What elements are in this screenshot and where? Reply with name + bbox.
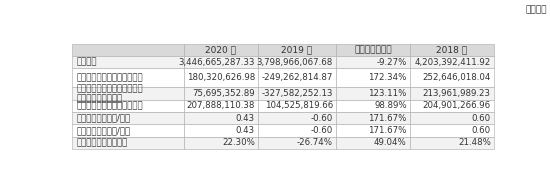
- Bar: [184, 68, 258, 88]
- Bar: [258, 124, 336, 137]
- Bar: [258, 112, 336, 124]
- Bar: [410, 112, 494, 124]
- Bar: [184, 124, 258, 137]
- Bar: [72, 44, 184, 56]
- Bar: [72, 56, 184, 68]
- Bar: [410, 68, 494, 88]
- Bar: [72, 124, 184, 137]
- Bar: [410, 100, 494, 112]
- Text: 0.60: 0.60: [472, 114, 491, 123]
- Text: -0.60: -0.60: [311, 126, 333, 135]
- Bar: [184, 44, 258, 56]
- Text: 252,646,018.04: 252,646,018.04: [422, 73, 491, 82]
- Bar: [184, 112, 258, 124]
- Bar: [258, 56, 336, 68]
- Text: 稀释每股收益（元/股）: 稀释每股收益（元/股）: [76, 126, 131, 135]
- Text: 3,446,665,287.33: 3,446,665,287.33: [178, 58, 255, 67]
- Bar: [258, 88, 336, 100]
- Text: 104,525,819.66: 104,525,819.66: [265, 101, 333, 111]
- Bar: [258, 68, 336, 88]
- Text: 本年比上年增减: 本年比上年增减: [354, 45, 392, 54]
- Text: 171.67%: 171.67%: [368, 126, 407, 135]
- Text: -9.27%: -9.27%: [376, 58, 407, 67]
- Text: 171.67%: 171.67%: [368, 114, 407, 123]
- Bar: [336, 56, 410, 68]
- Bar: [336, 112, 410, 124]
- Text: 49.04%: 49.04%: [374, 138, 407, 147]
- Bar: [72, 88, 184, 100]
- Text: 3,798,966,067.68: 3,798,966,067.68: [256, 58, 333, 67]
- Text: 2020 年: 2020 年: [205, 45, 236, 54]
- Bar: [336, 100, 410, 112]
- Bar: [72, 112, 184, 124]
- Text: 加权平均净资产收益率: 加权平均净资产收益率: [76, 138, 128, 147]
- Bar: [410, 137, 494, 149]
- Bar: [184, 56, 258, 68]
- Text: 0.60: 0.60: [472, 126, 491, 135]
- Text: 4,203,392,411.92: 4,203,392,411.92: [415, 58, 491, 67]
- Bar: [258, 137, 336, 149]
- Bar: [258, 100, 336, 112]
- Bar: [410, 88, 494, 100]
- Text: 207,888,110.38: 207,888,110.38: [186, 101, 255, 111]
- Bar: [336, 44, 410, 56]
- Bar: [184, 100, 258, 112]
- Text: 172.34%: 172.34%: [368, 73, 407, 82]
- Bar: [410, 124, 494, 137]
- Text: 2019 年: 2019 年: [281, 45, 312, 54]
- Bar: [336, 68, 410, 88]
- Text: 75,695,352.89: 75,695,352.89: [192, 89, 255, 98]
- Text: -327,582,252.13: -327,582,252.13: [261, 89, 333, 98]
- Text: 归属于上市公司股东的扣除非
经常性损益的净利润: 归属于上市公司股东的扣除非 经常性损益的净利润: [76, 84, 143, 103]
- Bar: [258, 44, 336, 56]
- Text: 0.43: 0.43: [236, 114, 255, 123]
- Bar: [336, 88, 410, 100]
- Text: 204,901,266.96: 204,901,266.96: [422, 101, 491, 111]
- Bar: [72, 100, 184, 112]
- Bar: [410, 56, 494, 68]
- Bar: [410, 44, 494, 56]
- Text: 归属于上市公司股东的净利润: 归属于上市公司股东的净利润: [76, 73, 143, 82]
- Bar: [72, 137, 184, 149]
- Text: 单位：元: 单位：元: [526, 5, 547, 14]
- Bar: [184, 137, 258, 149]
- Text: 22.30%: 22.30%: [222, 138, 255, 147]
- Text: -249,262,814.87: -249,262,814.87: [261, 73, 333, 82]
- Text: 21.48%: 21.48%: [458, 138, 491, 147]
- Bar: [336, 124, 410, 137]
- Text: 营业收入: 营业收入: [76, 58, 97, 67]
- Text: -26.74%: -26.74%: [297, 138, 333, 147]
- Text: 0.43: 0.43: [236, 126, 255, 135]
- Bar: [336, 137, 410, 149]
- Text: 213,961,989.23: 213,961,989.23: [423, 89, 491, 98]
- Text: 123.11%: 123.11%: [368, 89, 407, 98]
- Bar: [184, 88, 258, 100]
- Text: 基本每股收益（元/股）: 基本每股收益（元/股）: [76, 114, 131, 123]
- Text: 180,320,626.98: 180,320,626.98: [186, 73, 255, 82]
- Text: -0.60: -0.60: [311, 114, 333, 123]
- Text: 经营活动产生的现金流量净额: 经营活动产生的现金流量净额: [76, 101, 143, 111]
- Text: 98.89%: 98.89%: [374, 101, 407, 111]
- Bar: [72, 68, 184, 88]
- Text: 2018 年: 2018 年: [436, 45, 468, 54]
